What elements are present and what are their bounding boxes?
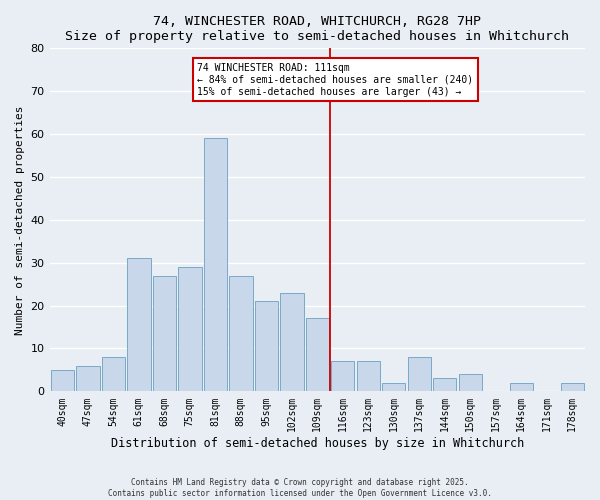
Bar xyxy=(280,292,304,392)
Bar xyxy=(76,366,100,392)
Bar xyxy=(433,378,457,392)
Y-axis label: Number of semi-detached properties: Number of semi-detached properties xyxy=(15,105,25,334)
Bar xyxy=(382,383,406,392)
Bar xyxy=(356,362,380,392)
Bar xyxy=(50,370,74,392)
Bar xyxy=(229,276,253,392)
Bar xyxy=(331,362,355,392)
Text: Contains HM Land Registry data © Crown copyright and database right 2025.
Contai: Contains HM Land Registry data © Crown c… xyxy=(108,478,492,498)
Bar xyxy=(254,302,278,392)
Bar xyxy=(458,374,482,392)
Text: 74 WINCHESTER ROAD: 111sqm
← 84% of semi-detached houses are smaller (240)
15% o: 74 WINCHESTER ROAD: 111sqm ← 84% of semi… xyxy=(197,64,473,96)
Bar xyxy=(101,357,125,392)
Title: 74, WINCHESTER ROAD, WHITCHURCH, RG28 7HP
Size of property relative to semi-deta: 74, WINCHESTER ROAD, WHITCHURCH, RG28 7H… xyxy=(65,15,569,43)
Bar xyxy=(509,383,533,392)
Bar xyxy=(203,138,227,392)
Bar xyxy=(152,276,176,392)
Bar xyxy=(178,267,202,392)
Bar xyxy=(560,383,584,392)
X-axis label: Distribution of semi-detached houses by size in Whitchurch: Distribution of semi-detached houses by … xyxy=(110,437,524,450)
Bar xyxy=(127,258,151,392)
Bar xyxy=(407,357,431,392)
Bar xyxy=(305,318,329,392)
